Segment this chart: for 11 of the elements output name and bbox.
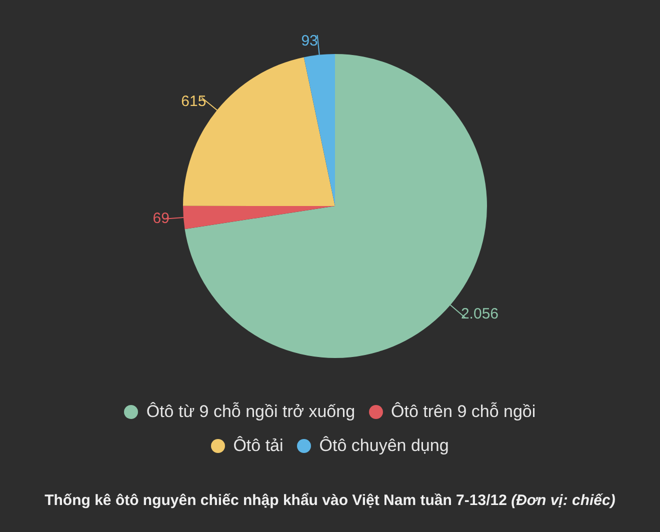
data-label: 69	[152, 210, 170, 228]
text: (Đơn vị: chiếc)	[511, 492, 616, 509]
legend-label: Ôtô trên 9 chỗ ngồi	[390, 402, 536, 422]
legend-label: Ôtô chuyên dụng	[318, 436, 449, 456]
text: Thống kê ôtô nguyên chiếc nhập khẩu vào Việt Nam tuần 7-13/12	[44, 492, 507, 509]
data-label: 615	[181, 92, 206, 110]
legend-label: Ôtô từ 9 chỗ ngồi trở xuống	[145, 402, 356, 422]
data-label: 2.056	[460, 306, 499, 323]
legend-label: Ôtô tải	[232, 436, 284, 456]
data-label: 93	[301, 32, 318, 50]
pie-slice	[183, 57, 335, 206]
